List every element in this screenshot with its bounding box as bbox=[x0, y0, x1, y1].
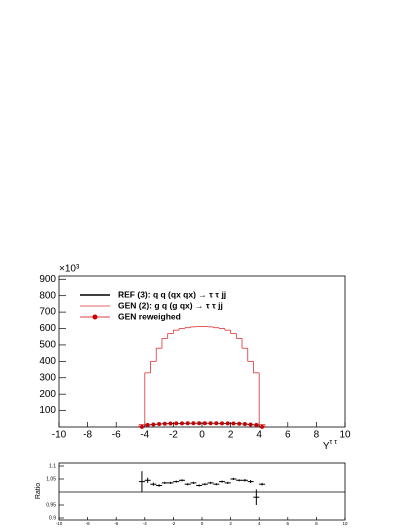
x-tick-label: 4 bbox=[256, 430, 262, 441]
y-tick-label: 1.05 bbox=[46, 476, 56, 482]
y-tick-label: 0.9 bbox=[49, 515, 56, 521]
y-tick-label: 600 bbox=[39, 323, 56, 334]
x-tick-label: 2 bbox=[228, 430, 234, 441]
y-multiplier: ×10³ bbox=[59, 264, 80, 275]
x-tick-label: -2 bbox=[169, 430, 178, 441]
hist-point bbox=[145, 423, 150, 428]
ratio-frame bbox=[58, 462, 346, 521]
hist-point bbox=[191, 421, 196, 426]
hist-point bbox=[179, 421, 184, 426]
y-tick-label: 500 bbox=[39, 340, 56, 351]
x-tick-label: 6 bbox=[285, 430, 291, 441]
y-tick-label: 400 bbox=[39, 356, 56, 367]
legend-label: GEN reweighed bbox=[118, 311, 181, 321]
x-tick-label: -10 bbox=[56, 521, 63, 526]
x-tick-label: -10 bbox=[52, 430, 67, 441]
hist-point bbox=[202, 421, 207, 426]
x-tick-label: 4 bbox=[258, 521, 261, 526]
x-tick-label: 0 bbox=[201, 521, 204, 526]
x-tick-label: 2 bbox=[229, 521, 232, 526]
hist-point bbox=[157, 422, 162, 427]
x-tick-label: -6 bbox=[112, 430, 121, 441]
hist-point bbox=[197, 421, 202, 426]
hist-point bbox=[220, 421, 225, 426]
hist-point bbox=[237, 421, 242, 426]
x-tick-label: -8 bbox=[83, 430, 92, 441]
hist-point bbox=[162, 421, 167, 426]
x-tick-label: 8 bbox=[315, 521, 318, 526]
x-tick-label: 10 bbox=[339, 430, 351, 441]
ratio-y-title: Ratio bbox=[35, 483, 42, 499]
x-tick-label: -6 bbox=[114, 521, 118, 526]
hist-point bbox=[248, 422, 253, 427]
hist-point bbox=[254, 423, 259, 428]
x-tick-label: 10 bbox=[342, 521, 348, 526]
x-tick-label: 8 bbox=[314, 430, 320, 441]
hist-point bbox=[208, 421, 213, 426]
hist-point bbox=[214, 421, 219, 426]
legend-marker bbox=[92, 314, 98, 320]
x-tick-label: 0 bbox=[199, 430, 205, 441]
x-axis-title-sup: τ τ bbox=[330, 439, 338, 446]
x-axis-title-main: Y bbox=[323, 441, 330, 452]
y-tick-label: 800 bbox=[39, 290, 56, 301]
hist-point bbox=[139, 424, 144, 429]
y-tick-label: 0.95 bbox=[46, 502, 56, 508]
x-axis-title: Yτ τ bbox=[323, 439, 337, 452]
x-tick-label: -4 bbox=[140, 430, 149, 441]
hist-point bbox=[260, 424, 265, 429]
x-tick-label: -8 bbox=[86, 521, 90, 526]
hist-point bbox=[242, 422, 247, 427]
x-tick-label: -2 bbox=[171, 521, 175, 526]
hist-point bbox=[185, 421, 190, 426]
hist-point bbox=[174, 421, 179, 426]
y-tick-label: 1.1 bbox=[49, 463, 56, 469]
hist-point bbox=[151, 422, 156, 427]
legend-label: REF (3): q q (qx qx) → τ τ jj bbox=[118, 289, 226, 299]
y-tick-label: 100 bbox=[39, 405, 56, 416]
hist-point bbox=[225, 421, 230, 426]
y-tick-label: 300 bbox=[39, 372, 56, 383]
hist-point bbox=[168, 421, 173, 426]
legend-label: GEN (2): g q (g qx) → τ τ jj bbox=[118, 300, 223, 310]
x-tick-label: 6 bbox=[287, 521, 290, 526]
y-tick-label: 900 bbox=[39, 274, 56, 285]
y-tick-label: 700 bbox=[39, 307, 56, 318]
y-tick-label: 200 bbox=[39, 389, 56, 400]
hist-point bbox=[231, 421, 236, 426]
x-tick-label: -4 bbox=[143, 521, 147, 526]
